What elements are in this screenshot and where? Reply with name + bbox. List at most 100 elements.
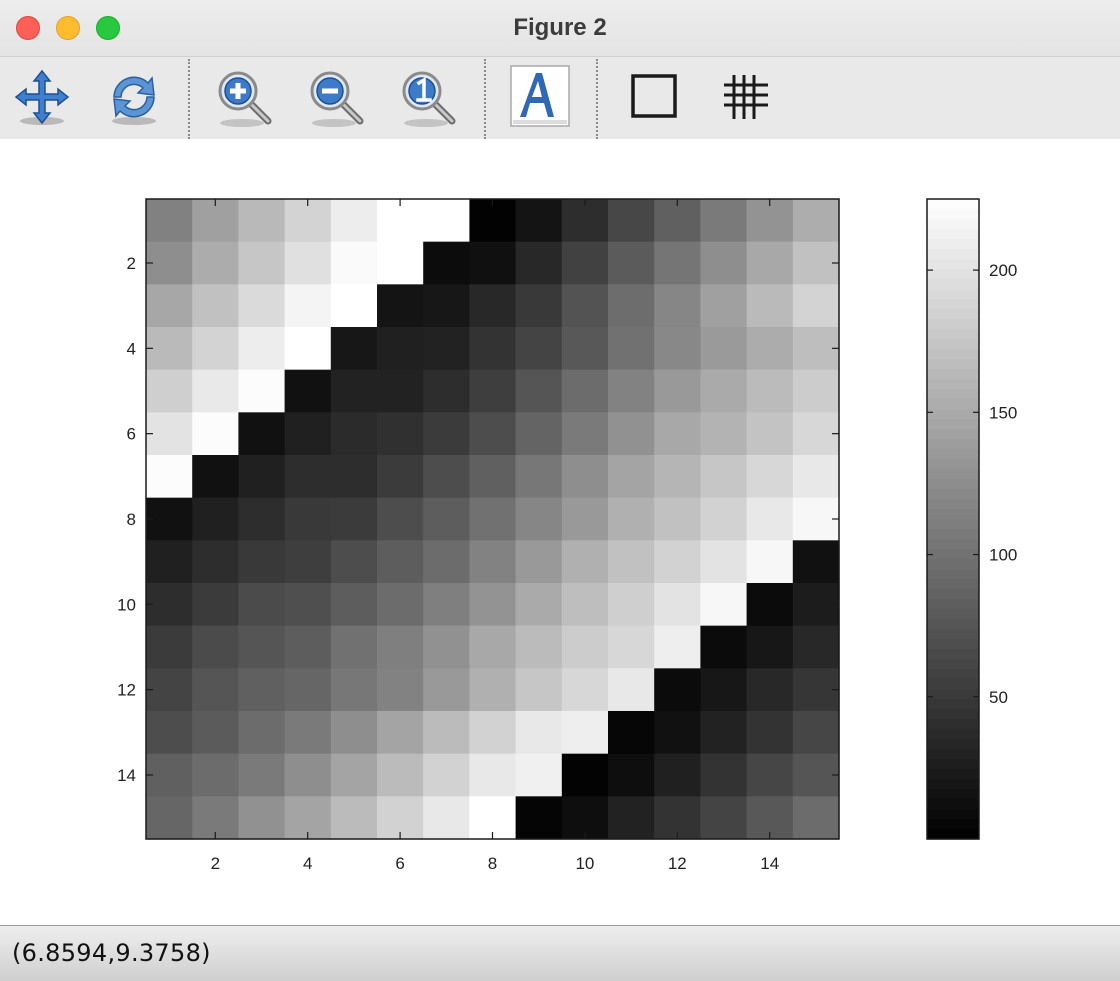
colorbar-band (927, 399, 979, 410)
colorbar-band (927, 509, 979, 520)
colorbar-band (927, 719, 979, 730)
colorbar-band (927, 229, 979, 240)
heatmap-cell (561, 241, 609, 285)
heatmap-cell (561, 540, 609, 584)
grid-toggle-button[interactable] (714, 65, 778, 129)
heatmap-cell (469, 753, 517, 797)
heatmap-cell (330, 412, 378, 456)
heatmap-cell (608, 327, 655, 371)
heatmap-cell (238, 327, 286, 371)
heatmap-cell (192, 284, 239, 328)
heatmap-cell (746, 455, 794, 499)
zoom-reset-button[interactable] (396, 65, 460, 129)
text-insert-button[interactable] (508, 65, 572, 129)
box-toggle-icon (631, 74, 677, 118)
heatmap-cell (284, 412, 332, 456)
toolbar-separator (188, 59, 190, 139)
heatmap-cell (700, 241, 748, 285)
heatmap-cell (608, 455, 655, 499)
heatmap-cell (192, 540, 239, 584)
heatmap-cell (515, 199, 563, 243)
heatmap-cell (192, 199, 239, 243)
colorbar-band (927, 599, 979, 610)
maximize-window-button[interactable] (96, 16, 120, 40)
heatmap-cell (330, 241, 378, 285)
colorbar-band (927, 649, 979, 660)
heatmap-cell (423, 327, 470, 371)
colorbar-band (927, 489, 979, 500)
heatmap-cell (238, 455, 286, 499)
heatmap-cell (608, 583, 655, 627)
heatmap-cell (792, 583, 840, 627)
colorbar-band (927, 439, 979, 450)
heatmap-cell (146, 711, 193, 755)
heatmap-cell (330, 625, 378, 669)
heatmap-cell (377, 711, 424, 755)
box-toggle-button[interactable] (622, 65, 686, 129)
colorbar-band (927, 299, 979, 310)
zoom-reset-icon (402, 71, 456, 127)
zoom-in-button[interactable] (212, 65, 276, 129)
heatmap-cell (423, 583, 470, 627)
title-bar: Figure 2 (0, 0, 1120, 57)
zoom-out-button[interactable] (304, 65, 368, 129)
heatmap-cell (192, 711, 239, 755)
heatmap-cell (284, 199, 332, 243)
plot-area: 2 4 6 8 10 12 14 2 4 6 8 10 12 14 50 100 150 200 (0, 140, 1120, 925)
heatmap-cell (515, 327, 563, 371)
colorbar-band (927, 199, 979, 210)
colorbar-band (927, 659, 979, 670)
heatmap-chart[interactable]: 2 4 6 8 10 12 14 2 4 6 8 10 12 14 50 100 150 200 (0, 140, 1120, 925)
heatmap-cell (654, 711, 701, 755)
heatmap-cell (284, 241, 332, 285)
heatmap-cell (654, 753, 701, 797)
heatmap-cell (746, 668, 794, 712)
heatmap-cell (238, 369, 286, 413)
heatmap-cell (608, 497, 655, 541)
heatmap-cell (746, 199, 794, 243)
heatmap-cell (561, 497, 609, 541)
heatmap-cell (654, 625, 701, 669)
heatmap-cell (654, 497, 701, 541)
heatmap-cell (423, 668, 470, 712)
heatmap-cell (746, 327, 794, 371)
colorbar-band (927, 469, 979, 480)
heatmap-cell (792, 412, 840, 456)
y-tick-label: 14 (117, 766, 136, 785)
heatmap-cell (146, 241, 193, 285)
colorbar-band (927, 639, 979, 650)
colorbar-band (927, 419, 979, 430)
heatmap-cell (469, 668, 517, 712)
pan-button[interactable] (10, 65, 74, 129)
heatmap-cell (746, 711, 794, 755)
heatmap-cell (654, 455, 701, 499)
rotate-button[interactable] (102, 65, 166, 129)
x-tick-label: 14 (760, 854, 779, 873)
heatmap-cell (423, 497, 470, 541)
heatmap-cell (561, 199, 609, 243)
heatmap-cell (654, 199, 701, 243)
colorbar-band (927, 669, 979, 680)
figure-toolbar (0, 57, 1120, 139)
heatmap-cell (377, 583, 424, 627)
colorbar-band (927, 209, 979, 220)
toolbar-separator (596, 59, 598, 139)
colorbar-band (927, 609, 979, 620)
heatmap-cell (746, 540, 794, 584)
y-tick-label: 8 (127, 510, 136, 529)
heatmap-cell (284, 327, 332, 371)
heatmap-cell (608, 199, 655, 243)
minimize-window-button[interactable] (56, 16, 80, 40)
heatmap-cell (746, 753, 794, 797)
heatmap-cell (377, 369, 424, 413)
colorbar-frame (926, 198, 980, 840)
heatmap-cell (654, 583, 701, 627)
close-window-button[interactable] (16, 16, 40, 40)
heatmap-cell (561, 412, 609, 456)
heatmap-cell (561, 455, 609, 499)
heatmap-cell (330, 284, 378, 328)
heatmap-cell (238, 199, 286, 243)
x-tick-label: 4 (303, 854, 312, 873)
colorbar-band (927, 479, 979, 490)
heatmap-cell (792, 796, 840, 840)
